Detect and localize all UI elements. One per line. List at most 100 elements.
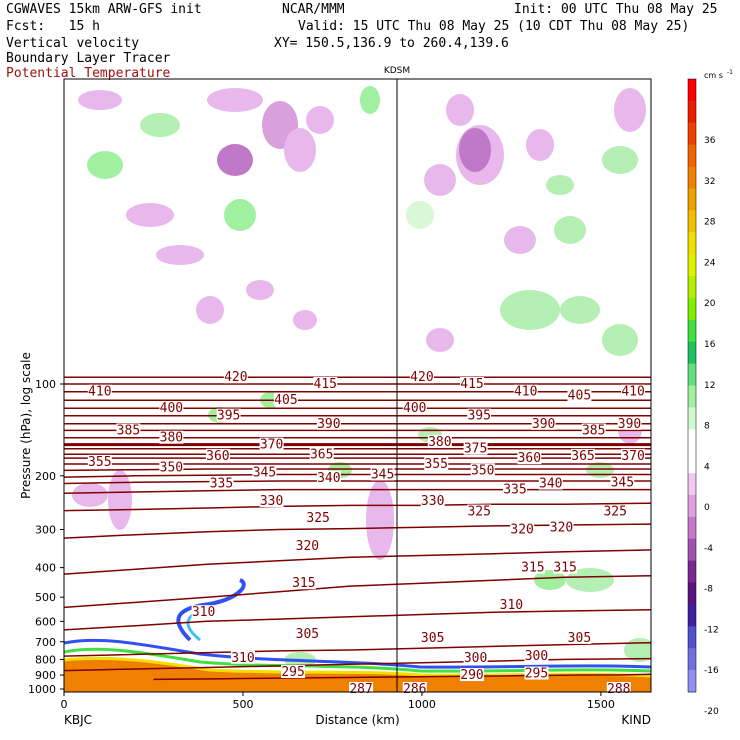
contour-label-bg	[205, 448, 230, 462]
contour-label-bg	[520, 560, 545, 574]
contour-label: 320	[510, 523, 533, 538]
contour-label-bg	[273, 393, 298, 407]
contour-label: 385	[117, 423, 140, 438]
y-tick-label: 300	[35, 524, 56, 537]
colorbar-segment	[688, 582, 696, 605]
colorbar-segment	[688, 560, 696, 584]
velocity-region	[614, 88, 646, 132]
contour-label: 420	[410, 370, 433, 385]
contour-label-bg	[467, 408, 492, 422]
theta-contour-305	[64, 641, 651, 657]
contour-label-bg	[216, 408, 241, 422]
contour-label-bg	[116, 423, 141, 437]
contour-label-bg	[467, 504, 492, 518]
contour-label-bg	[502, 482, 527, 496]
colorbar-segment	[688, 144, 696, 168]
colorbar-segment	[688, 254, 696, 277]
contour-label: 375	[464, 442, 487, 457]
tracer-edge	[64, 647, 651, 673]
contour-label-bg	[159, 460, 184, 474]
theta-contour-320	[64, 549, 651, 575]
field-label-potential-temperature: Potential Temperature	[6, 66, 171, 81]
contour-label-bg	[87, 454, 112, 468]
theta-contour-layer	[64, 376, 651, 681]
contour-label: 325	[603, 505, 626, 520]
velocity-region	[196, 296, 224, 324]
xy-range: XY= 150.5,136.9 to 260.4,139.6	[274, 36, 509, 51]
contour-label-bg	[570, 448, 595, 462]
colorbar-label: 0	[704, 503, 710, 513]
contour-label-bg	[159, 430, 184, 444]
contour-label: 395	[217, 409, 240, 424]
colorbar-label: -12	[704, 625, 719, 635]
contour-label: 355	[88, 455, 111, 470]
contour-label-bg	[306, 510, 331, 524]
velocity-region	[406, 201, 434, 229]
velocity-region	[207, 88, 263, 112]
contour-label-bg	[370, 467, 395, 481]
contour-label: 295	[281, 665, 304, 680]
colorbar-units-exponent: -1	[727, 69, 733, 76]
tracer-edge	[64, 656, 651, 678]
velocity-region	[217, 144, 253, 176]
theta-contour-345	[64, 473, 651, 478]
tracer-edge	[64, 638, 651, 669]
colorbar-segment	[688, 166, 696, 189]
endpoint-right-label: KIND	[621, 713, 651, 727]
colorbar-segment	[688, 516, 696, 540]
velocity-region	[224, 199, 256, 231]
colorbar-label: 8	[704, 422, 710, 432]
contour-label-bg	[567, 388, 592, 402]
init-time: Init: 00 UTC Thu 08 May 25	[514, 2, 718, 17]
y-tick-label: 900	[35, 669, 56, 682]
contour-label: 287	[349, 682, 372, 697]
theta-contour-325	[64, 523, 651, 539]
colorbar-segment	[688, 626, 696, 649]
valid-time: Valid: 15 UTC Thu 08 May 25 (10 CDT Thu …	[298, 19, 690, 34]
contour-label-bg	[309, 447, 334, 461]
x-tick-label: 1500	[587, 698, 615, 711]
contour-label-bg	[420, 630, 445, 644]
org-label: NCAR/MMM	[282, 2, 345, 17]
velocity-region	[446, 94, 474, 126]
contour-label-bg	[313, 377, 338, 390]
y-tick-label: 200	[35, 470, 56, 483]
colorbar-segment	[688, 494, 696, 518]
velocity-region	[424, 164, 456, 196]
contour-label: 390	[618, 417, 641, 432]
contour-label: 390	[317, 417, 340, 432]
contour-label-bg	[538, 476, 563, 490]
contour-label: 370	[260, 438, 283, 453]
contour-label: 415	[460, 377, 483, 392]
colorbar-frame	[687, 78, 697, 693]
contour-label: 295	[525, 667, 548, 682]
colorbar-label: -4	[704, 544, 713, 554]
colorbar-label: -16	[704, 666, 719, 676]
colorbar-segment	[688, 100, 696, 124]
velocity-region	[624, 638, 651, 662]
contour-label: 365	[310, 447, 333, 462]
field-label-vertical-velocity: Vertical velocity	[6, 36, 140, 51]
colorbar-segment	[688, 276, 696, 299]
contour-label: 385	[582, 423, 605, 438]
velocity-region	[87, 151, 123, 179]
y-tick-label: 700	[35, 636, 56, 649]
colorbar-segment	[688, 385, 696, 408]
contour-label-bg	[424, 457, 449, 471]
contour-label: 405	[568, 388, 591, 403]
velocity-region	[526, 129, 554, 161]
colorbar-label: 12	[704, 381, 715, 391]
contour-label: 380	[160, 431, 183, 446]
colorbar-segment	[688, 297, 696, 321]
colorbar-units: cm s	[704, 71, 723, 80]
contour-label-bg	[499, 597, 524, 611]
x-tick-label: 500	[232, 698, 253, 711]
contour-label-bg	[427, 435, 452, 449]
field-label-boundary-layer-tracer: Boundary Layer Tracer	[6, 51, 171, 66]
contour-label-bg	[517, 451, 542, 465]
contour-label-bg	[223, 370, 248, 384]
contour-label: 340	[317, 471, 340, 486]
theta-contour-350	[64, 468, 651, 472]
contour-label-bg	[617, 416, 642, 430]
contour-label: 395	[467, 409, 490, 424]
